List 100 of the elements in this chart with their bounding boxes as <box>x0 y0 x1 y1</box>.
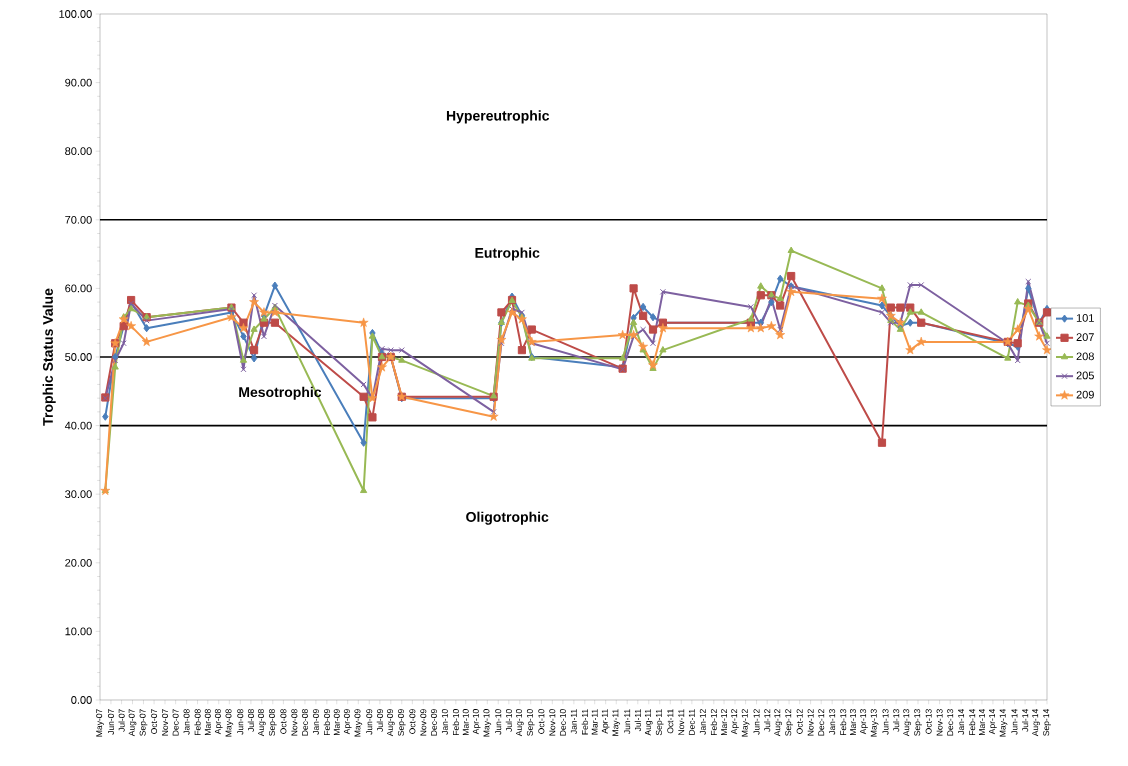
y-tick-label: 50.00 <box>65 353 92 361</box>
x-tick-label: Sep-13 <box>914 709 922 736</box>
x-tick-label: Nov-07 <box>162 709 169 736</box>
x-tick-label: Jun-11 <box>624 709 631 735</box>
legend-label: 209 <box>1076 390 1094 399</box>
x-tick-label: Sep-12 <box>785 709 793 736</box>
y-tick-label: 100.00 <box>59 10 92 18</box>
x-tick-label: Feb-11 <box>581 709 588 735</box>
x-tick-label: Sep-14 <box>1043 709 1051 736</box>
x-tick-label: Mar-09 <box>333 709 340 736</box>
x-tick-label: Dec-10 <box>559 709 566 736</box>
x-tick-label: Aug-12 <box>774 709 782 737</box>
x-tick-label: Oct-09 <box>409 709 416 734</box>
x-tick-label: May-08 <box>225 709 234 737</box>
x-tick-label: Jun-10 <box>495 709 502 735</box>
x-tick-label: Jun-12 <box>753 709 760 735</box>
x-tick-label: Aug-08 <box>258 709 266 737</box>
y-tick-label: 80.00 <box>65 147 92 156</box>
x-tick-label: Apr-11 <box>601 709 610 734</box>
x-tick-label: Nov-08 <box>291 709 298 736</box>
x-tick-label: Mar-12 <box>721 709 728 736</box>
x-tick-label: Sep-11 <box>655 709 664 736</box>
x-tick-label: Nov-09 <box>420 709 427 736</box>
annotation: Eutrophic <box>475 247 540 261</box>
y-tick-label: 0.00 <box>71 696 92 704</box>
x-tick-label: Jan-09 <box>312 709 319 735</box>
x-tick-label: Oct-12 <box>796 709 803 734</box>
x-tick-label: Feb-08 <box>194 709 201 736</box>
x-tick-label: May-14 <box>999 709 1008 737</box>
x-tick-label: Oct-13 <box>925 709 932 734</box>
x-tick-label: Feb-10 <box>452 709 459 736</box>
x-tick-label: Apr-08 <box>214 709 223 735</box>
x-tick-label: Sep-08 <box>268 709 277 736</box>
x-tick-label: May-07 <box>96 709 104 737</box>
legend-label: 101 <box>1076 314 1094 322</box>
annotation: Oligotrophic <box>466 511 549 525</box>
x-tick-label: Jun-13 <box>882 709 889 735</box>
x-tick-label: Mar-08 <box>204 709 211 736</box>
x-tick-label: Aug-10 <box>515 709 524 737</box>
x-tick-label: Nov-11 <box>678 709 685 735</box>
x-tick-label: Jun-07 <box>107 709 114 735</box>
x-tick-label: Mar-13 <box>850 709 857 736</box>
x-tick-label: Oct-07 <box>151 709 158 734</box>
x-tick-label: Jun-09 <box>366 709 373 735</box>
legend-label: 207 <box>1076 333 1094 342</box>
x-tick-label: Mar-11 <box>591 709 598 735</box>
x-tick-label: Apr-13 <box>860 709 868 735</box>
x-tick-label: Aug-13 <box>903 709 911 737</box>
x-tick-label: Sep-07 <box>139 709 148 736</box>
x-tick-label: Aug-09 <box>386 709 395 737</box>
x-tick-label: Mar-10 <box>462 709 469 736</box>
y-tick-label: 30.00 <box>65 490 92 499</box>
x-tick-label: Apr-10 <box>472 709 481 735</box>
annotation: Hypereutrophic <box>446 110 550 124</box>
x-tick-label: Oct-08 <box>280 709 287 734</box>
x-tick-label: May-11 <box>612 709 621 736</box>
x-tick-label: Dec-08 <box>301 709 308 736</box>
x-tick-label: Jul-11 <box>634 709 641 732</box>
x-tick-label: Jan-08 <box>183 709 190 735</box>
x-tick-label: Aug-14 <box>1032 709 1040 737</box>
x-tick-label: Jul-09 <box>376 709 383 732</box>
x-tick-label: Feb-13 <box>839 709 847 736</box>
x-tick-label: Dec-12 <box>818 709 825 736</box>
x-tick-label: Dec-11 <box>688 709 695 735</box>
legend-label: 205 <box>1076 371 1094 380</box>
x-tick-label: May-10 <box>483 709 492 737</box>
x-tick-label: Nov-13 <box>936 709 943 736</box>
x-tick-label: Apr-09 <box>343 709 352 735</box>
y-tick-label: 60.00 <box>65 284 92 293</box>
x-tick-label: Feb-12 <box>710 709 717 736</box>
y-axis-title: Trophic Status Value <box>42 288 56 426</box>
x-tick-label: May-13 <box>870 709 879 737</box>
x-tick-label: Jul-07 <box>118 709 125 732</box>
x-tick-label: Sep-09 <box>397 709 406 736</box>
y-tick-label: 90.00 <box>65 78 92 87</box>
y-tick-label: 70.00 <box>65 215 92 224</box>
x-tick-label: Mar-14 <box>979 709 985 736</box>
x-tick-label: Jun-08 <box>237 709 244 735</box>
x-tick-label: Aug-11 <box>644 709 653 736</box>
x-tick-label: Jan-12 <box>699 709 706 735</box>
x-tick-label: Oct-11 <box>667 709 674 734</box>
x-tick-label: Nov-12 <box>807 709 814 736</box>
legend-label: 208 <box>1076 352 1094 361</box>
x-tick-label: Jul-08 <box>247 709 255 732</box>
x-tick-label: Jul-14 <box>1021 709 1029 732</box>
x-tick-label: Aug-07 <box>128 709 137 737</box>
x-tick-label: Apr-12 <box>731 709 739 735</box>
x-tick-label: Jan-14 <box>958 709 965 735</box>
x-tick-label: Jul-12 <box>764 709 771 732</box>
x-tick-label: Dec-09 <box>430 709 437 736</box>
x-tick-label: Jun-14 <box>1011 709 1018 735</box>
x-tick-label: Dec-13 <box>947 709 954 736</box>
y-tick-label: 10.00 <box>65 627 92 636</box>
x-tick-label: Jul-13 <box>892 709 900 732</box>
x-tick-label: Apr-14 <box>989 709 997 735</box>
x-tick-label: May-12 <box>741 709 750 737</box>
x-tick-label: Jan-11 <box>570 709 577 735</box>
x-tick-label: Sep-10 <box>526 709 535 736</box>
x-tick-label: Jan-10 <box>441 709 448 735</box>
x-tick-label: Jan-13 <box>829 709 836 735</box>
